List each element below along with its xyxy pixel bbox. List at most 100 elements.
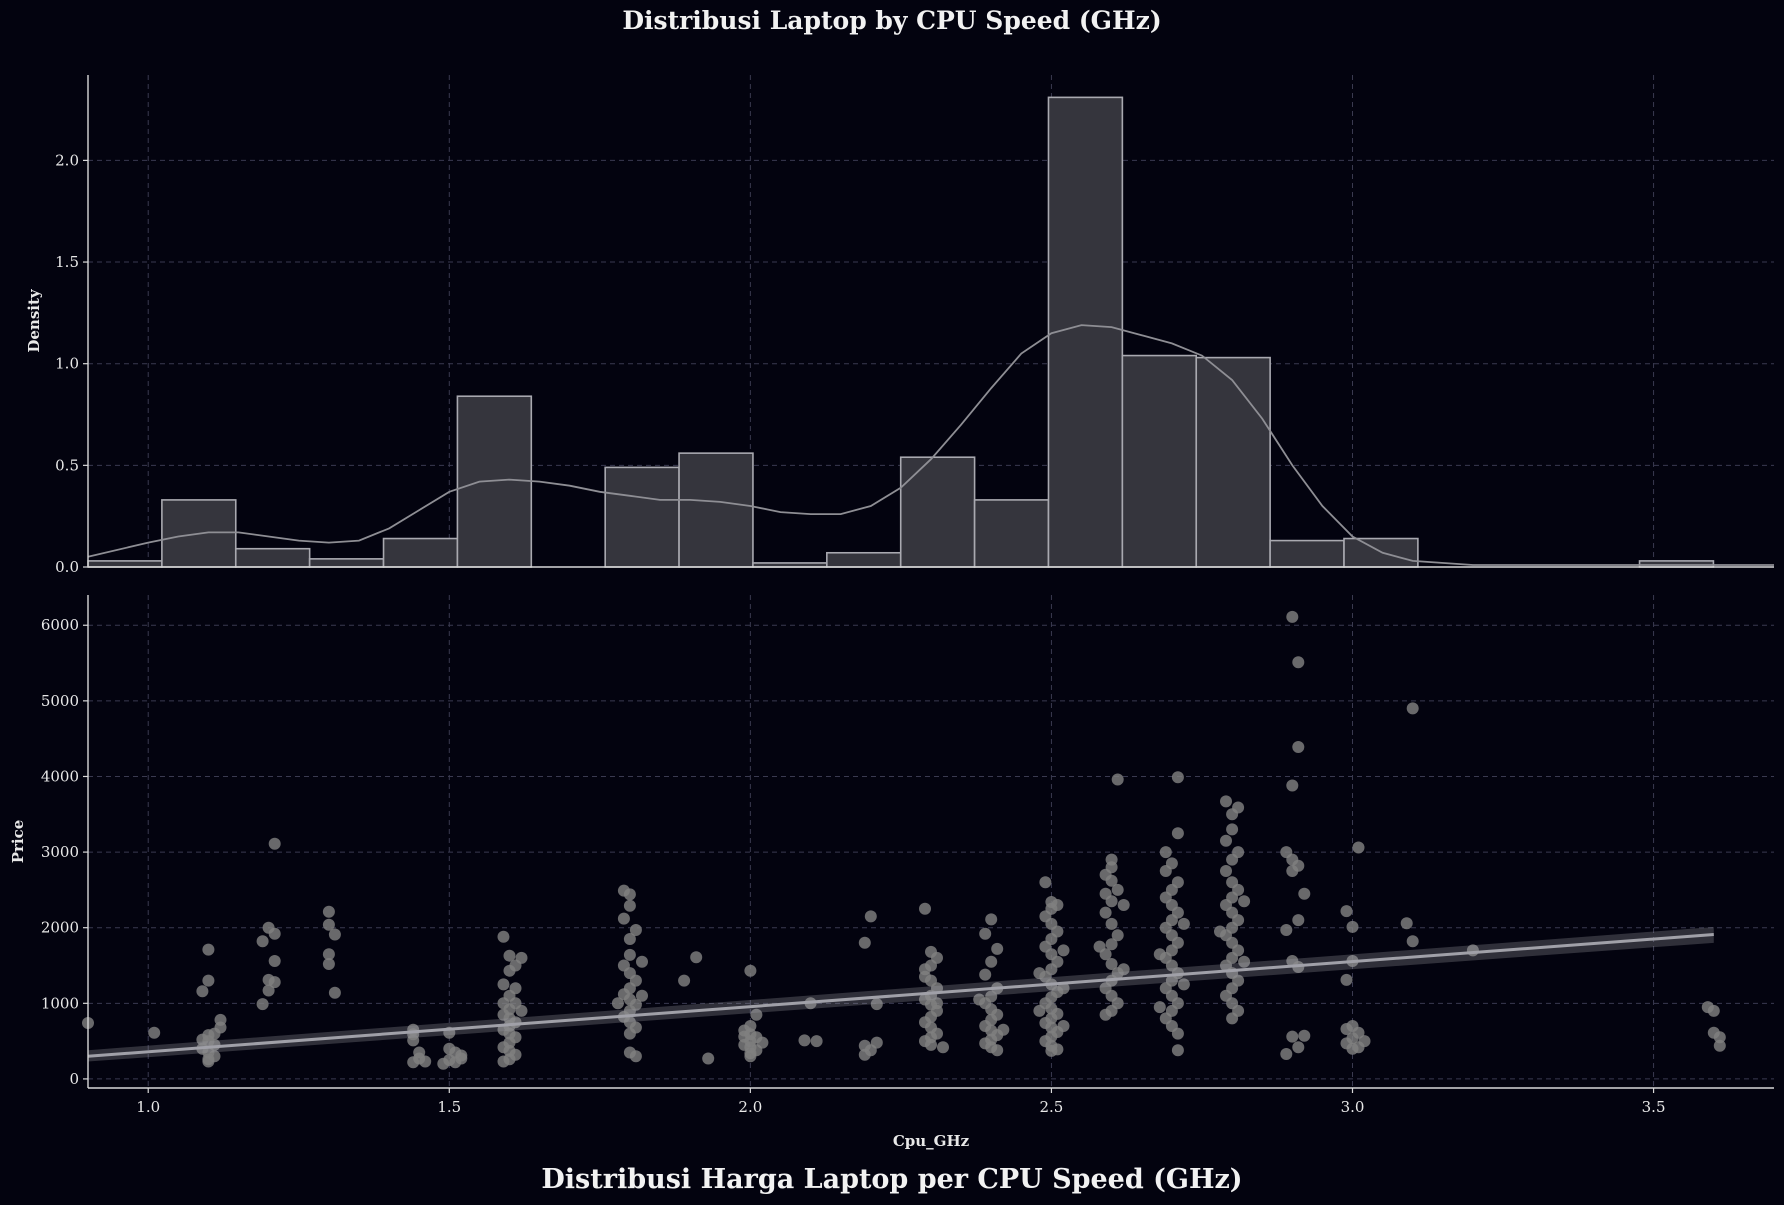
scatter-point xyxy=(268,955,281,967)
scatter-point xyxy=(702,1052,715,1065)
scatter-point xyxy=(750,1008,763,1021)
scatter-point xyxy=(1292,914,1305,927)
scatter-point xyxy=(1292,656,1305,669)
scatter-point xyxy=(1033,1004,1046,1017)
scatter-point xyxy=(328,986,341,999)
scatter-point xyxy=(268,837,281,850)
scatter-point xyxy=(1280,1048,1293,1060)
scatter-point xyxy=(1057,1020,1070,1032)
scatter-point xyxy=(148,1026,161,1039)
scatter-point xyxy=(1352,841,1365,854)
scatter-point xyxy=(1105,958,1118,970)
scatter-point xyxy=(1153,948,1166,961)
kde-curve xyxy=(87,324,1774,566)
scatter-point xyxy=(937,1041,949,1054)
scatter-point xyxy=(798,1034,811,1047)
scatter-point xyxy=(322,948,335,961)
scatter-point xyxy=(744,964,757,977)
scatter-point xyxy=(1292,741,1305,753)
scatter-point xyxy=(1340,973,1353,986)
scatter-point xyxy=(1177,917,1190,930)
scatter-point xyxy=(1153,1001,1166,1014)
scatter-point xyxy=(1039,876,1052,889)
y-tick-label: 0.5 xyxy=(55,456,79,474)
histogram-bar xyxy=(899,456,976,568)
scatter-point xyxy=(1159,865,1172,877)
x-tick-label: 1.0 xyxy=(136,1098,160,1116)
histogram-bar xyxy=(973,499,1050,568)
scatter-point xyxy=(328,928,341,941)
histogram-bar xyxy=(1047,96,1124,568)
scatter-point xyxy=(810,1035,823,1048)
scatter-point xyxy=(1111,883,1124,896)
scatter-point xyxy=(858,1048,871,1061)
scatter-point xyxy=(1171,1044,1184,1057)
y-tick-label: 4000 xyxy=(41,767,79,785)
scatter-point xyxy=(1105,895,1118,908)
histogram-y-label: Density xyxy=(25,288,43,353)
scatter-point xyxy=(979,968,992,981)
scatter-title: Distribusi Harga Laptop per CPU Speed (G… xyxy=(541,1164,1243,1195)
scatter-point xyxy=(1238,955,1251,968)
scatter-point xyxy=(1298,1029,1311,1042)
y-tick-label: 2.0 xyxy=(55,151,79,169)
scatter-point xyxy=(497,930,510,943)
scatter-point xyxy=(202,943,215,956)
y-tick-label: 5000 xyxy=(41,692,79,710)
scatter-point xyxy=(1707,1004,1720,1017)
scatter-point xyxy=(1214,925,1226,938)
scatter-point xyxy=(1713,1031,1726,1044)
scatter-point xyxy=(1220,834,1232,847)
histogram-bar xyxy=(456,395,533,568)
scatter-points xyxy=(82,610,1726,1070)
histogram-axes xyxy=(87,75,1774,568)
scatter-chart: 0 1000 2000 3000 4000 5000 6000 1.0 1.5 2.0 2.5 3.0… xyxy=(9,595,1774,1150)
scatter-point xyxy=(617,912,630,925)
scatter-point xyxy=(678,974,691,987)
scatter-point xyxy=(925,1038,937,1051)
scatter-point xyxy=(322,918,335,931)
scatter-point xyxy=(1057,944,1070,957)
scatter-point xyxy=(1057,982,1070,995)
scatter-point xyxy=(611,997,624,1010)
scatter-point xyxy=(629,924,642,936)
scatter-point xyxy=(1226,808,1239,821)
y-tick-label: 1.5 xyxy=(55,253,79,271)
scatter-point xyxy=(202,974,215,987)
scatter-point xyxy=(1226,853,1239,866)
scatter-grid xyxy=(88,595,1774,1088)
histogram-bars xyxy=(87,96,1715,568)
scatter-point xyxy=(256,998,269,1011)
scatter-point xyxy=(744,1050,757,1063)
histogram-ticks: 0.0 0.5 1.0 1.5 2.0 xyxy=(55,151,88,576)
scatter-point xyxy=(738,1030,751,1043)
histogram-bar xyxy=(1638,560,1715,568)
scatter-point xyxy=(455,1052,468,1065)
x-tick-label: 3.0 xyxy=(1341,1098,1365,1116)
scatter-point xyxy=(919,902,931,915)
scatter-point xyxy=(1713,1039,1726,1052)
scatter-point xyxy=(1406,702,1419,715)
scatter-point xyxy=(858,936,871,949)
scatter-point xyxy=(1226,823,1239,836)
scatter-point xyxy=(1286,779,1299,792)
histogram-title: Distribusi Laptop by CPU Speed (GHz) xyxy=(622,6,1162,35)
scatter-point xyxy=(985,955,998,968)
scatter-point xyxy=(1105,874,1118,887)
scatter-x-label: Cpu_GHz xyxy=(893,1132,970,1150)
histogram-bar xyxy=(1269,539,1345,568)
scatter-point xyxy=(636,955,648,968)
x-tick-label: 3.5 xyxy=(1642,1098,1666,1116)
scatter-point xyxy=(1045,1044,1058,1057)
scatter-point xyxy=(1033,967,1046,980)
histogram-bar xyxy=(382,537,459,568)
scatter-point xyxy=(1406,935,1419,948)
histogram-bar xyxy=(678,452,754,568)
scatter-point xyxy=(1171,827,1184,840)
scatter-point xyxy=(623,888,636,901)
scatter-point xyxy=(407,1056,420,1069)
scatter-point xyxy=(1286,1030,1299,1043)
scatter-point xyxy=(503,949,516,962)
scatter-point xyxy=(1220,865,1232,877)
histogram-bar xyxy=(604,466,680,568)
